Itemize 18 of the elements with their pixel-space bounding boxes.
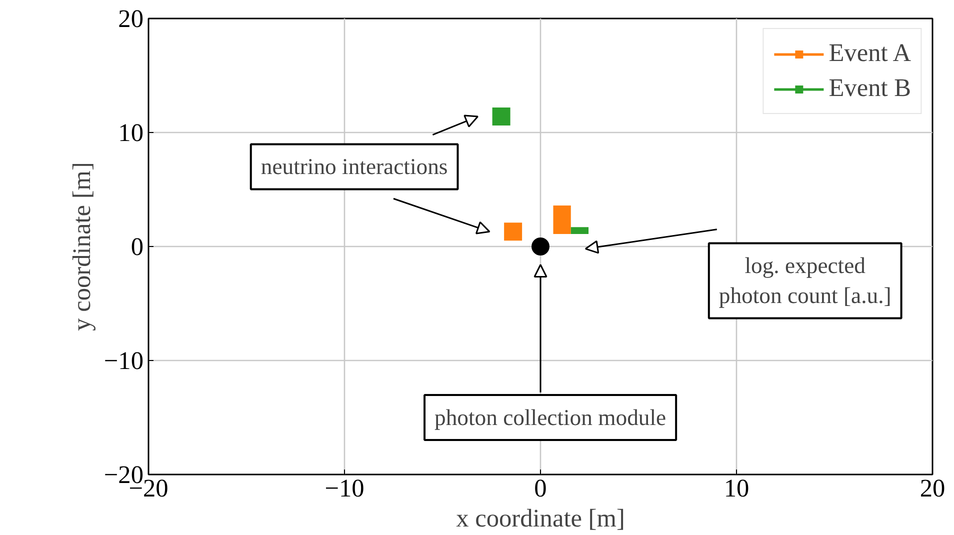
legend-label: Event A bbox=[828, 39, 911, 68]
annotation: log. expected photon count [a.u.] bbox=[718, 253, 892, 308]
point bbox=[492, 108, 510, 126]
y-axis-title: y coordinate [m] bbox=[68, 162, 96, 331]
annotation: neutrino interactions bbox=[260, 154, 448, 180]
x-tick-label: −10 bbox=[324, 474, 364, 502]
y-tick-label: 20 bbox=[118, 5, 144, 33]
x-tick-label: 10 bbox=[724, 474, 750, 502]
y-tick-label: 0 bbox=[130, 233, 144, 261]
legend-label: Event B bbox=[828, 74, 911, 103]
y-tick-label: −10 bbox=[104, 347, 144, 375]
x-tick-label: 0 bbox=[534, 474, 547, 502]
y-tick-label: 10 bbox=[118, 119, 144, 147]
annotation: photon collection module bbox=[434, 405, 666, 430]
point bbox=[532, 238, 550, 256]
x-axis-title: x coordinate [m] bbox=[456, 504, 625, 532]
point bbox=[504, 222, 522, 241]
x-tick-label: 20 bbox=[920, 474, 946, 502]
